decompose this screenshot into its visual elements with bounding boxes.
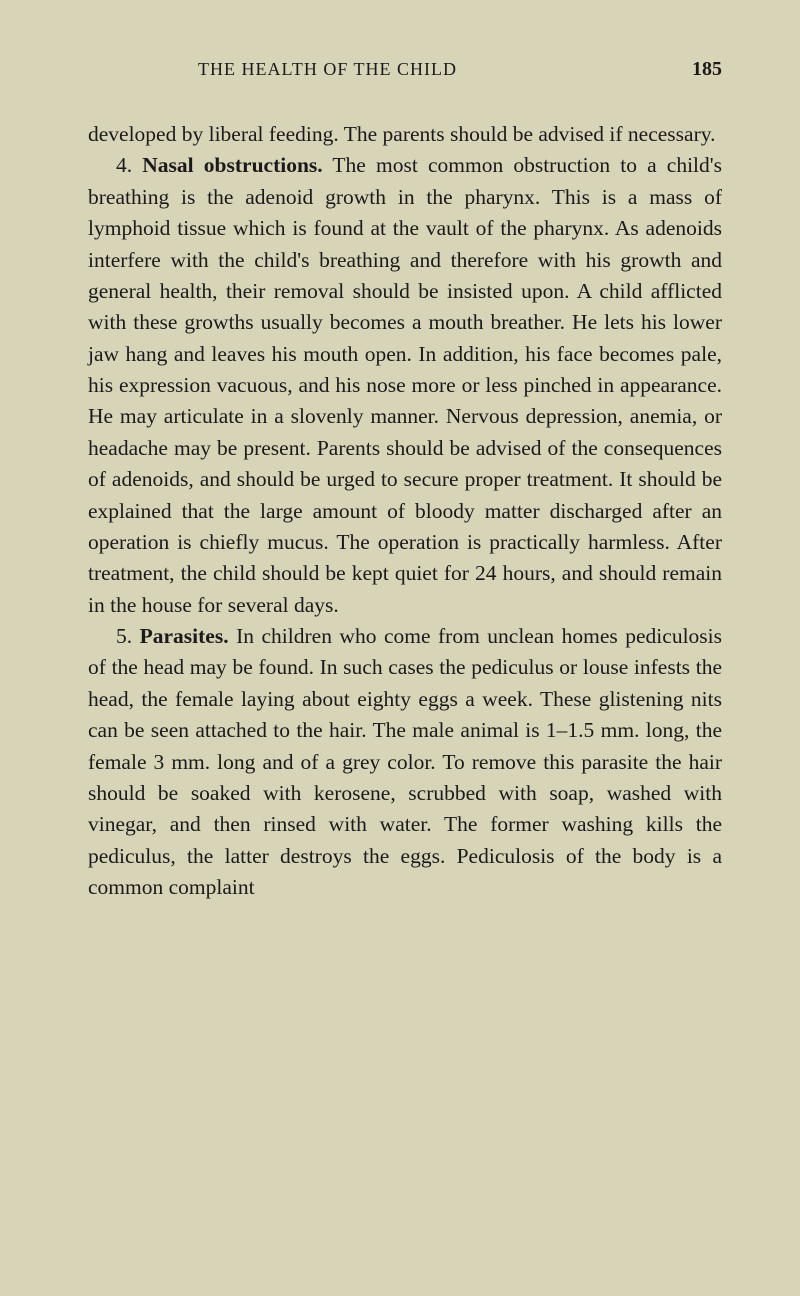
paragraph-1: developed by liberal feeding. The parent… (88, 119, 722, 150)
paragraph-3-num: 5. (116, 624, 132, 648)
paragraph-2-num: 4. (116, 153, 132, 177)
paragraph-1-text: developed by liberal feeding. The parent… (88, 122, 715, 146)
paragraph-2-heading: Nasal obstructions. (142, 153, 322, 177)
paragraph-3-heading: Parasites. (140, 624, 229, 648)
page-header: THE HEALTH OF THE CHILD 185 (88, 58, 722, 81)
header-title: THE HEALTH OF THE CHILD (198, 59, 457, 80)
paragraph-3: 5. Parasites. In children who come from … (88, 621, 722, 903)
paragraph-2-text: The most common obstruc­tion to a child'… (88, 153, 722, 616)
paragraph-2: 4. Nasal obstructions. The most common o… (88, 150, 722, 621)
paragraph-3-text: In children who come from unclean homes … (88, 624, 722, 899)
body-text: developed by liberal feeding. The parent… (88, 119, 722, 903)
page-number: 185 (692, 58, 722, 81)
